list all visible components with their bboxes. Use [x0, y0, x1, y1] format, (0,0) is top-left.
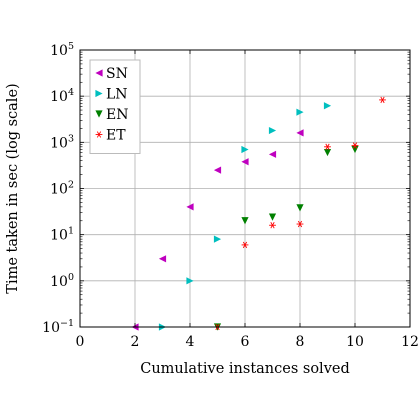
data-point-et: [351, 142, 359, 149]
data-point-sn: [186, 203, 194, 211]
data-point-en: [268, 213, 277, 221]
legend-label-et: ET: [106, 128, 126, 144]
grid: [80, 50, 410, 327]
y-tick-label: 104: [50, 87, 74, 105]
axis-ticks: [79, 49, 411, 328]
data-point-en: [323, 148, 332, 157]
y-tick-label: 103: [50, 133, 74, 151]
x-tick-label: 4: [186, 334, 195, 350]
y-tick-labels: 10−1 100 101 102 103 104 105: [42, 41, 74, 336]
asterisk-stroke: [380, 96, 385, 104]
x-tick-label: 8: [296, 334, 305, 350]
data-point-sn: [158, 255, 167, 263]
legend-marker-en: [95, 110, 103, 118]
data-point-sn: [268, 150, 277, 158]
data-point-en: [351, 145, 359, 154]
data-point-ln: [241, 145, 249, 154]
data-marks: [131, 96, 386, 331]
x-tick-label: 12: [401, 334, 419, 350]
legend-marker-ln: [95, 89, 103, 98]
x-tick-label: 10: [346, 334, 364, 350]
x-tick-labels: 0 2 4 6 8 10 12: [76, 334, 419, 350]
data-point-sn: [241, 158, 249, 166]
x-tick-label: 2: [131, 334, 140, 350]
data-point-ln: [323, 102, 332, 110]
y-tick-label: 105: [50, 41, 74, 59]
data-point-sn: [213, 166, 222, 174]
data-point-et: [324, 143, 331, 150]
legend-label-en: EN: [106, 107, 128, 123]
asterisk-stroke: [270, 222, 275, 229]
series-sn: [131, 129, 304, 331]
legend: SN LN EN ET: [89, 59, 141, 154]
x-tick-label: 0: [76, 334, 85, 350]
data-point-en: [296, 204, 304, 212]
data-point-et: [269, 222, 276, 229]
data-point-en: [241, 217, 249, 225]
y-axis-title: Time taken in sec (log scale): [5, 83, 21, 293]
data-point-et: [296, 220, 304, 228]
asterisk-stroke: [352, 142, 358, 149]
y-tick-label: 10−1: [42, 318, 74, 336]
data-point-ln: [213, 235, 222, 243]
legend-label-ln: LN: [106, 87, 128, 103]
series-en: [213, 145, 359, 331]
data-point-ln: [296, 108, 304, 116]
x-tick-label: 6: [241, 334, 250, 350]
series-ln: [158, 102, 332, 331]
y-tick-label: 100: [50, 272, 74, 290]
legend-label-sn: SN: [106, 66, 128, 82]
asterisk-stroke: [325, 143, 330, 150]
legend-box: [89, 59, 141, 154]
legend-marker-et: [95, 131, 103, 138]
data-point-ln: [186, 277, 194, 285]
y-tick-label: 102: [50, 180, 74, 198]
data-point-et: [379, 96, 386, 104]
asterisk-stroke: [96, 131, 102, 138]
asterisk-stroke: [242, 241, 248, 249]
x-axis-title: Cumulative instances solved: [140, 361, 350, 377]
data-point-sn: [296, 129, 304, 137]
y-tick-label: 101: [50, 226, 74, 244]
data-point-et: [241, 241, 249, 249]
data-point-ln: [268, 126, 277, 135]
asterisk-stroke: [297, 220, 303, 228]
legend-marker-sn: [95, 69, 103, 77]
